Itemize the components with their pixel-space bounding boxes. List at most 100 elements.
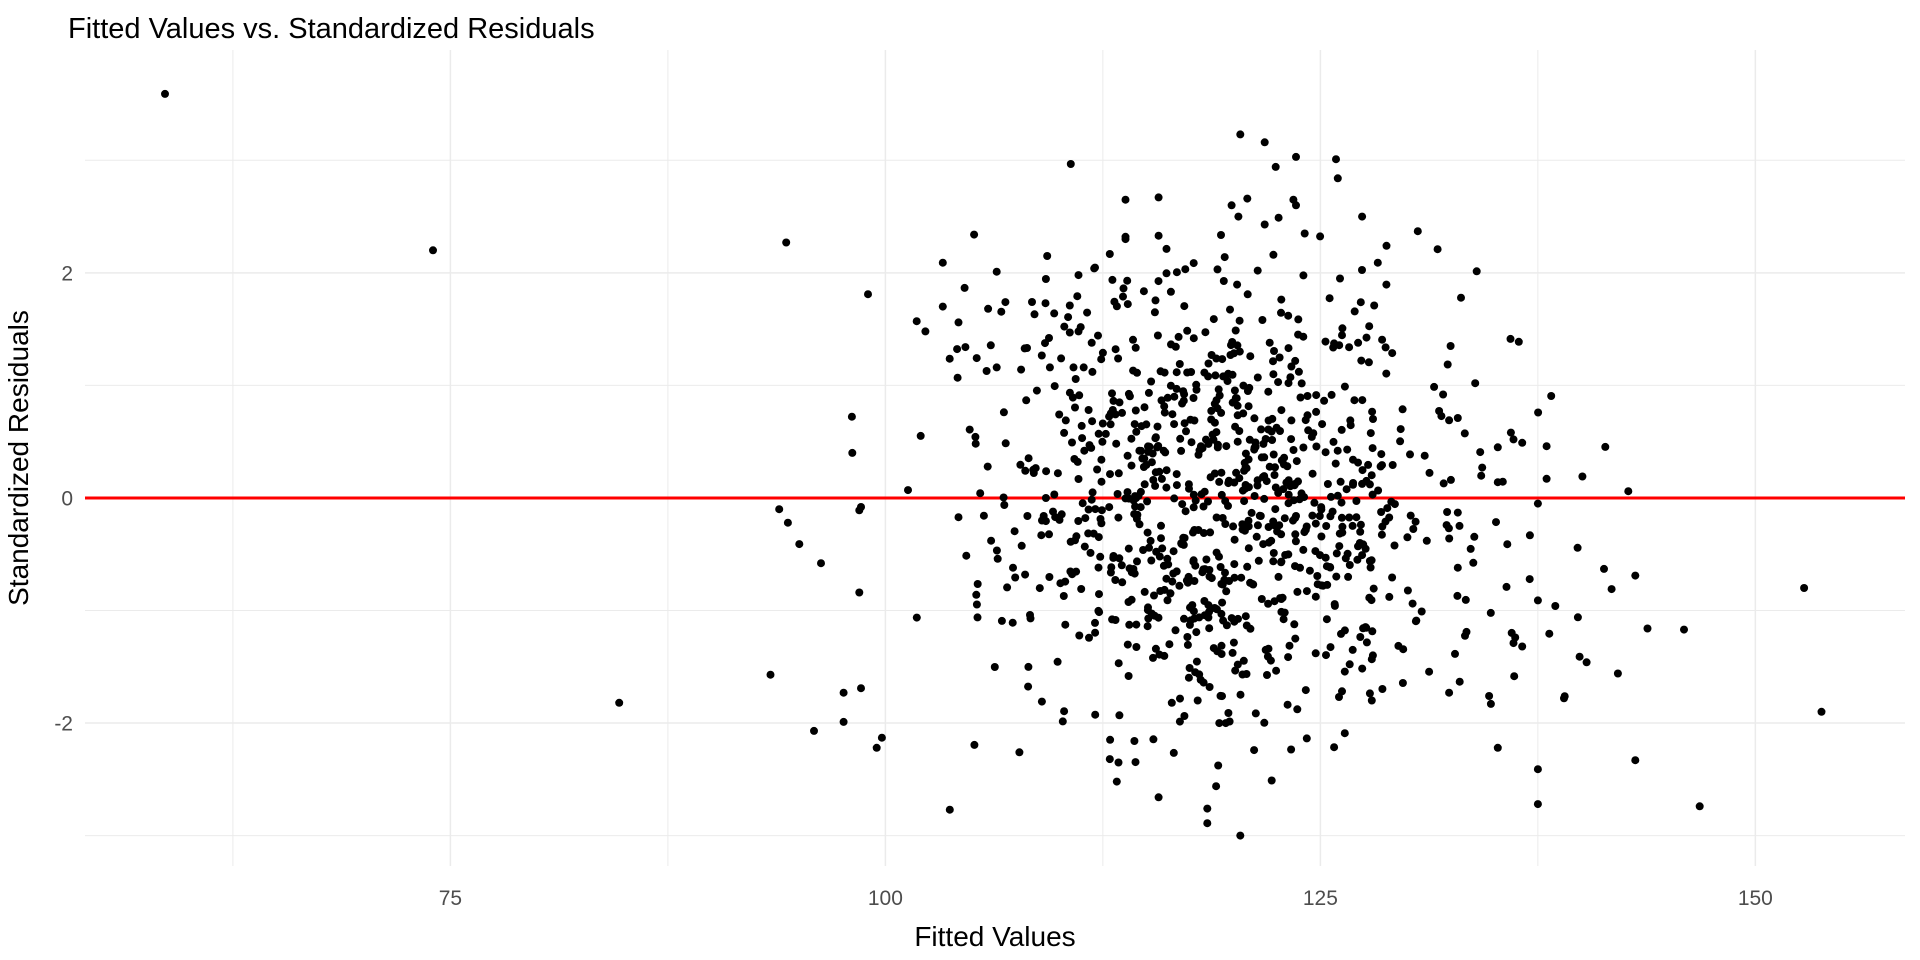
- data-point: [1239, 381, 1248, 390]
- data-point: [1280, 514, 1289, 523]
- data-point: [1506, 428, 1515, 437]
- data-point: [1064, 313, 1073, 322]
- data-point: [1430, 382, 1439, 391]
- data-point: [1313, 580, 1322, 589]
- data-point: [1123, 300, 1132, 309]
- data-point: [1453, 414, 1462, 422]
- data-point: [1507, 628, 1516, 637]
- data-point: [1336, 274, 1344, 283]
- data-point: [1080, 542, 1089, 551]
- data-point: [1172, 268, 1181, 277]
- data-point: [1220, 253, 1229, 262]
- data-point: [1167, 340, 1175, 349]
- x-tick-label: 75: [439, 887, 462, 910]
- data-point: [1189, 503, 1198, 512]
- data-point: [1095, 590, 1103, 599]
- data-point: [1406, 511, 1415, 520]
- data-point: [1232, 394, 1241, 403]
- data-point: [1125, 564, 1134, 573]
- data-point: [1225, 577, 1234, 585]
- data-point: [1043, 252, 1052, 260]
- data-point: [1009, 563, 1017, 572]
- data-point: [1175, 581, 1184, 590]
- data-point: [1114, 469, 1123, 478]
- data-point: [972, 590, 981, 599]
- data-point: [1272, 666, 1281, 675]
- data-point: [1147, 556, 1156, 565]
- data-point: [1270, 471, 1279, 479]
- data-point: [1292, 152, 1300, 161]
- data-point: [1030, 310, 1039, 319]
- data-point: [1398, 679, 1407, 687]
- data-point: [1291, 537, 1300, 546]
- data-point: [1362, 333, 1371, 342]
- data-point: [1162, 574, 1171, 583]
- x-axis-tick-labels: 75 100 125 150: [439, 887, 1773, 910]
- data-point: [1388, 349, 1397, 358]
- data-point: [1129, 366, 1138, 375]
- data-point: [1154, 442, 1163, 450]
- data-point: [954, 318, 963, 327]
- data-point: [1264, 599, 1273, 608]
- data-point: [1212, 396, 1221, 405]
- data-point: [1265, 462, 1274, 471]
- data-point: [1485, 692, 1494, 700]
- data-point: [1294, 477, 1302, 486]
- data-point: [1502, 582, 1511, 591]
- data-point: [1443, 508, 1452, 516]
- data-point: [1263, 652, 1272, 661]
- data-point: [1331, 459, 1340, 468]
- data-point: [984, 304, 993, 313]
- data-point: [1108, 275, 1117, 284]
- data-point: [1578, 472, 1587, 481]
- data-point: [1235, 347, 1244, 356]
- data-point: [1081, 514, 1090, 523]
- data-point: [1257, 453, 1266, 462]
- data-point: [1143, 622, 1152, 631]
- data-point: [1357, 356, 1366, 365]
- data-point: [1396, 437, 1405, 446]
- data-point: [1250, 746, 1259, 755]
- data-point: [1154, 793, 1163, 802]
- data-point: [1390, 500, 1399, 509]
- data-point: [1382, 241, 1391, 250]
- data-point: [960, 283, 969, 292]
- data-point: [1189, 334, 1198, 343]
- data-point: [1264, 523, 1273, 531]
- data-point: [1284, 653, 1293, 662]
- data-point: [1258, 316, 1267, 324]
- data-point: [1368, 627, 1377, 636]
- data-point: [1291, 356, 1300, 365]
- data-point: [1179, 540, 1188, 549]
- data-point: [1296, 393, 1305, 402]
- data-point: [1191, 668, 1200, 677]
- data-point: [1109, 396, 1118, 405]
- data-point: [1352, 497, 1361, 505]
- data-point: [1101, 429, 1110, 438]
- data-point: [810, 726, 818, 735]
- data-point: [1207, 574, 1216, 583]
- data-point: [1299, 545, 1308, 554]
- data-point: [1183, 368, 1192, 377]
- data-point: [1472, 267, 1481, 276]
- data-point: [1111, 576, 1120, 584]
- data-point: [1121, 232, 1130, 241]
- data-point: [1213, 265, 1222, 274]
- data-point: [1235, 316, 1244, 325]
- data-point: [990, 663, 999, 671]
- data-point: [1453, 508, 1462, 517]
- data-point: [1123, 451, 1132, 460]
- data-point: [1182, 427, 1190, 436]
- data-point: [1274, 572, 1283, 581]
- data-point: [987, 536, 996, 545]
- data-point: [615, 698, 624, 707]
- data-point: [1209, 315, 1218, 324]
- data-point: [1433, 245, 1442, 254]
- data-point: [1149, 735, 1158, 744]
- data-point: [1199, 502, 1208, 511]
- data-point: [1455, 677, 1464, 686]
- data-point: [1327, 492, 1335, 501]
- data-point: [1299, 332, 1308, 341]
- data-point: [1329, 437, 1338, 446]
- data-point: [970, 230, 979, 239]
